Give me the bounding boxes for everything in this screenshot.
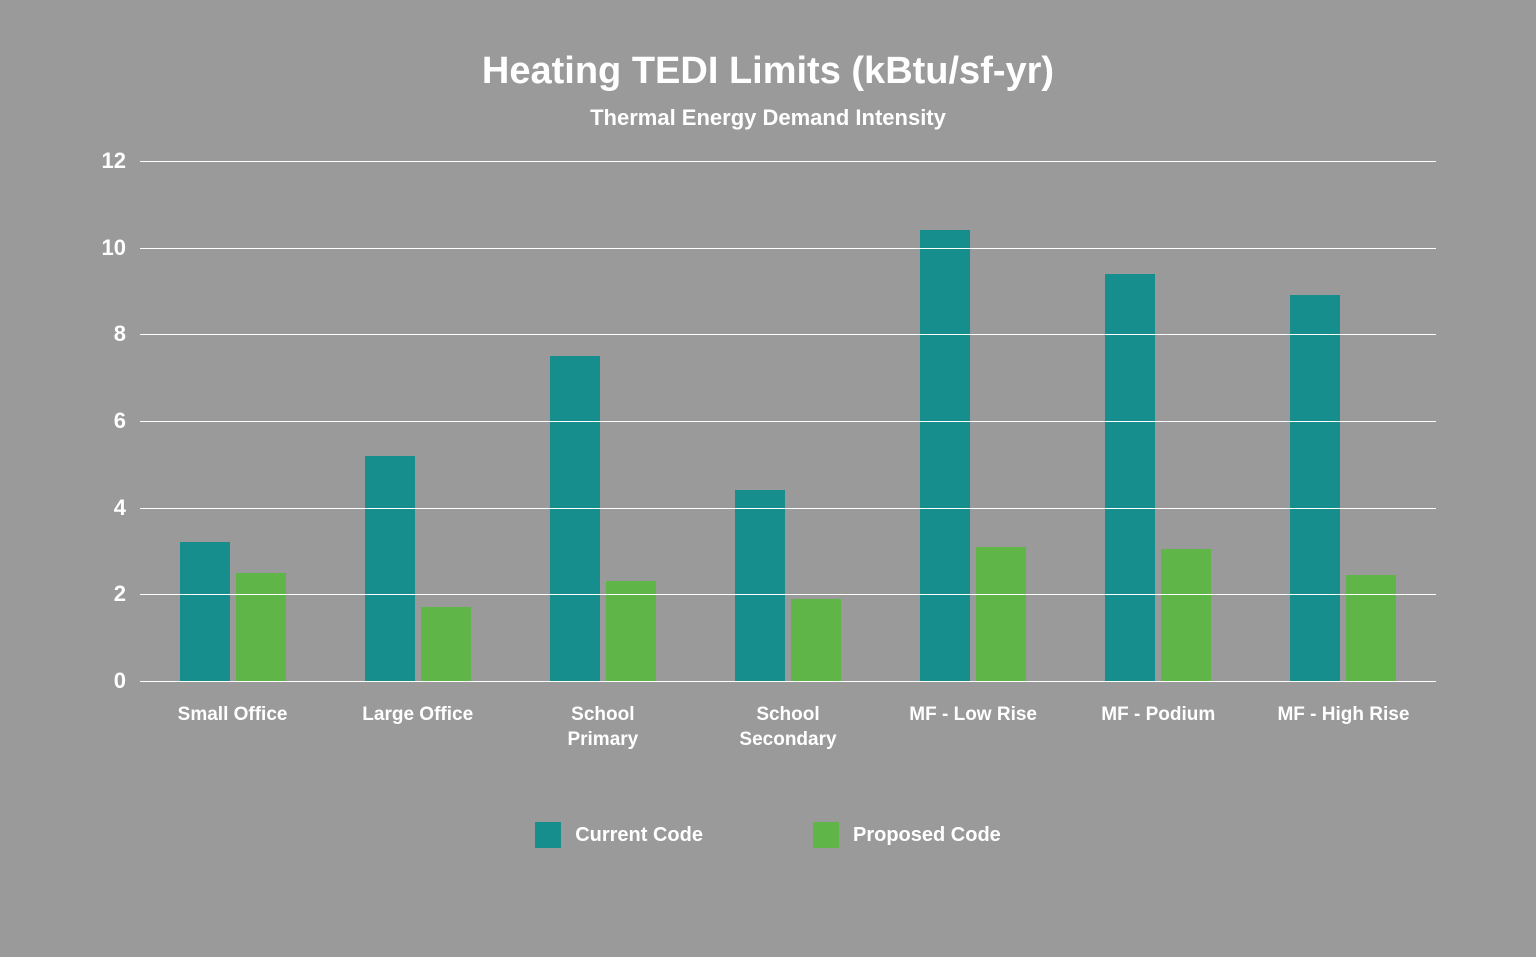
legend-item: Current Code <box>535 822 703 848</box>
y-tick-label: 2 <box>114 581 140 607</box>
x-axis-label: MF - High Rise <box>1251 703 1436 752</box>
y-tick-label: 6 <box>114 408 140 434</box>
bar <box>1290 295 1340 681</box>
x-axis-label: Small Office <box>140 703 325 752</box>
legend-swatch <box>813 822 839 848</box>
legend-item: Proposed Code <box>813 822 1001 848</box>
bar <box>920 230 970 681</box>
tedi-chart: Heating TEDI Limits (kBtu/sf-yr) Thermal… <box>80 50 1456 848</box>
bar <box>180 542 230 681</box>
chart-subtitle: Thermal Energy Demand Intensity <box>80 105 1456 131</box>
bar <box>1346 575 1396 681</box>
y-tick-label: 0 <box>114 668 140 694</box>
y-tick-label: 8 <box>114 321 140 347</box>
y-tick-label: 4 <box>114 495 140 521</box>
grid-line <box>140 681 1436 682</box>
chart-title: Heating TEDI Limits (kBtu/sf-yr) <box>80 50 1456 93</box>
grid-line <box>140 161 1436 162</box>
bar <box>421 607 471 681</box>
grid-line <box>140 334 1436 335</box>
grid-line <box>140 248 1436 249</box>
grid-line <box>140 421 1436 422</box>
bar <box>550 356 600 681</box>
bar <box>365 456 415 681</box>
x-axis-label: SchoolPrimary <box>510 703 695 752</box>
legend-swatch <box>535 822 561 848</box>
legend: Current Code Proposed Code <box>80 822 1456 848</box>
bar <box>606 581 656 681</box>
y-tick-label: 10 <box>102 235 140 261</box>
grid-line <box>140 594 1436 595</box>
plot-area: 024681012 <box>140 161 1436 681</box>
x-axis-labels: Small OfficeLarge OfficeSchoolPrimarySch… <box>140 703 1436 752</box>
x-axis-label: Large Office <box>325 703 510 752</box>
x-axis-label: SchoolSecondary <box>695 703 880 752</box>
bar <box>236 573 286 681</box>
bar <box>735 490 785 681</box>
bar <box>976 547 1026 681</box>
legend-label: Proposed Code <box>853 824 1001 847</box>
x-axis-label: MF - Low Rise <box>881 703 1066 752</box>
bar <box>1161 549 1211 681</box>
grid-line <box>140 508 1436 509</box>
legend-label: Current Code <box>575 824 703 847</box>
y-tick-label: 12 <box>102 148 140 174</box>
bar <box>791 599 841 681</box>
x-axis-label: MF - Podium <box>1066 703 1251 752</box>
